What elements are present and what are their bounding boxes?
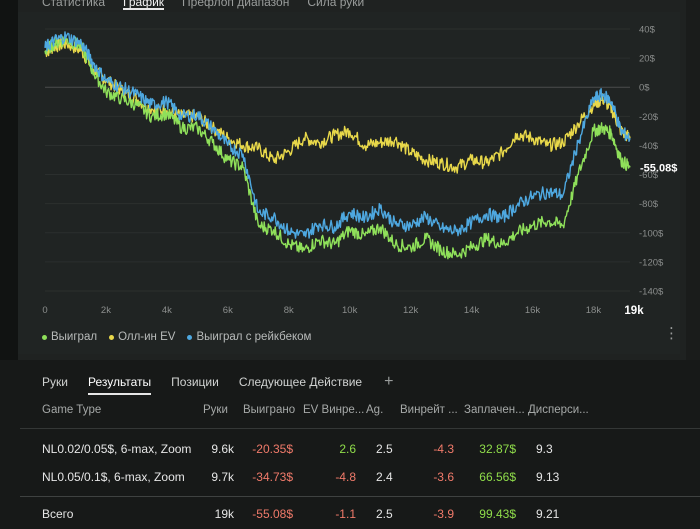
chart-panel: 40$ 20$ 0$ -20$ -40$ -60$ -80$ -100$ -120$ -140$ 0… [18, 12, 680, 354]
cell-winrate: -3.6 [433, 470, 454, 484]
y-tick-label: -140$ [639, 287, 664, 298]
y-tick-label: -20$ [639, 112, 659, 123]
tab-preflop-range[interactable]: Префлоп диапазон [182, 0, 290, 9]
cell-ev-winrate: -4.8 [335, 470, 356, 484]
y-tick-label: 0$ [639, 83, 650, 94]
legend-dot-icon [109, 334, 115, 340]
x-tick-label: 6k [223, 305, 233, 316]
cell-ag: 2.4 [376, 470, 393, 484]
left-edge-strip [0, 0, 18, 360]
current-value-label: -55.08$ [640, 162, 677, 174]
col-variance[interactable]: Дисперси... [528, 404, 589, 416]
tab-next-action[interactable]: Следующее Действие [238, 375, 363, 389]
cell-hands: 19k [214, 507, 234, 521]
col-paid[interactable]: Заплачен... [464, 404, 525, 416]
cell-ev-winrate: 2.6 [339, 442, 356, 456]
cell-won: -34.73$ [252, 470, 293, 484]
series-line-1 [44, 36, 631, 174]
cell-won: -20.35$ [252, 442, 293, 456]
y-tick-label: 40$ [639, 25, 656, 36]
col-winrate[interactable]: Винрейт ... [400, 404, 458, 416]
legend-dot-icon [187, 334, 193, 340]
tab-graph[interactable]: График [123, 0, 165, 12]
col-won[interactable]: Выиграно [243, 404, 296, 416]
x-tick-label: 10k [342, 305, 358, 316]
cell-total-label: Всего [42, 507, 74, 521]
tab-statistics[interactable]: Статистика [42, 0, 106, 9]
x-tick-label: 2k [101, 305, 111, 316]
cell-paid: 32.87$ [479, 442, 516, 456]
legend-label: Олл-ин EV [118, 331, 176, 343]
more-options-icon[interactable]: ⋮ [664, 325, 679, 342]
x-tick-label: 16k [525, 305, 541, 316]
legend-label: Выиграл с рейкбеком [196, 331, 312, 343]
table-header: Game Type Руки Выиграно EV Винре... Ag. … [0, 404, 700, 422]
results-graph: 40$ 20$ 0$ -20$ -40$ -60$ -80$ -100$ -120$ -140$ 0… [42, 25, 677, 318]
cell-variance: 9.3 [536, 442, 553, 456]
tab-results[interactable]: Результаты [87, 375, 152, 395]
x-max-label: 19k [624, 305, 644, 317]
cell-variance: 9.13 [536, 470, 560, 484]
cell-ev-winrate: -1.1 [335, 507, 356, 521]
table-row[interactable]: NL0.05/0.1$, 6-max, Zoom 9.7k -34.73$ -4… [0, 464, 700, 490]
cell-paid: 66.56$ [479, 470, 516, 484]
legend-item-won-rakeback[interactable]: Выиграл с рейкбеком [187, 331, 311, 343]
table-row[interactable]: NL0.02/0.05$, 6-max, Zoom 9.6k -20.35$ 2… [0, 436, 700, 462]
x-tick-label: 18k [586, 305, 602, 316]
x-tick-label: 0 [42, 305, 47, 316]
series-line-0 [44, 36, 631, 260]
cell-paid: 99.43$ [479, 507, 516, 521]
col-ev-winrate[interactable]: EV Винре... [303, 404, 365, 416]
cell-ag: 2.5 [376, 442, 393, 456]
cell-hands: 9.7k [211, 470, 234, 484]
x-tick-label: 12k [403, 305, 419, 316]
table-total-row[interactable]: Всего 19k -55.08$ -1.1 2.5 -3.9 99.43$ 9… [0, 501, 700, 527]
tab-hand-strength[interactable]: Сила руки [307, 0, 365, 9]
header-divider [20, 428, 700, 429]
y-tick-label: -40$ [639, 141, 659, 152]
legend-item-won[interactable]: Выиграл [42, 331, 97, 343]
cell-winrate: -3.9 [433, 507, 454, 521]
cell-variance: 9.21 [536, 507, 560, 521]
legend-label: Выиграл [51, 331, 98, 343]
cell-winrate: -4.3 [433, 442, 454, 456]
legend-dot-icon [42, 334, 47, 340]
results-tab-bar: Руки Результаты Позиции Следующее Действ… [42, 373, 394, 395]
y-tick-label: -60$ [639, 170, 659, 181]
top-tab-bar: Статистика График Префлоп диапазон Сила … [42, 0, 364, 12]
chart-legend: Выиграл Олл-ин EV Выиграл с рейкбеком [42, 331, 311, 343]
series-line-2 [44, 31, 631, 239]
legend-item-allin-ev[interactable]: Олл-ин EV [109, 331, 175, 343]
right-edge-strip [686, 0, 700, 360]
total-divider [20, 496, 700, 497]
y-tick-label: -120$ [639, 257, 664, 268]
col-hands[interactable]: Руки [203, 404, 228, 416]
x-tick-label: 4k [162, 305, 172, 316]
cell-hands: 9.6k [211, 442, 234, 456]
cell-game-type: NL0.02/0.05$, 6-max, Zoom [42, 442, 192, 456]
x-tick-label: 8k [284, 305, 294, 316]
cell-ag: 2.5 [376, 507, 393, 521]
tab-hands[interactable]: Руки [42, 375, 68, 389]
col-ag[interactable]: Ag. [366, 404, 384, 416]
add-tab-icon[interactable]: + [384, 373, 394, 390]
y-tick-label: 20$ [639, 54, 656, 65]
tab-positions[interactable]: Позиции [171, 375, 219, 389]
cell-game-type: NL0.05/0.1$, 6-max, Zoom [42, 470, 185, 484]
results-panel: Руки Результаты Позиции Следующее Действ… [0, 360, 700, 529]
col-game-type[interactable]: Game Type [42, 404, 102, 416]
y-tick-label: -80$ [639, 199, 659, 210]
cell-won: -55.08$ [252, 507, 293, 521]
y-tick-label: -100$ [639, 228, 664, 239]
x-tick-label: 14k [464, 305, 480, 316]
